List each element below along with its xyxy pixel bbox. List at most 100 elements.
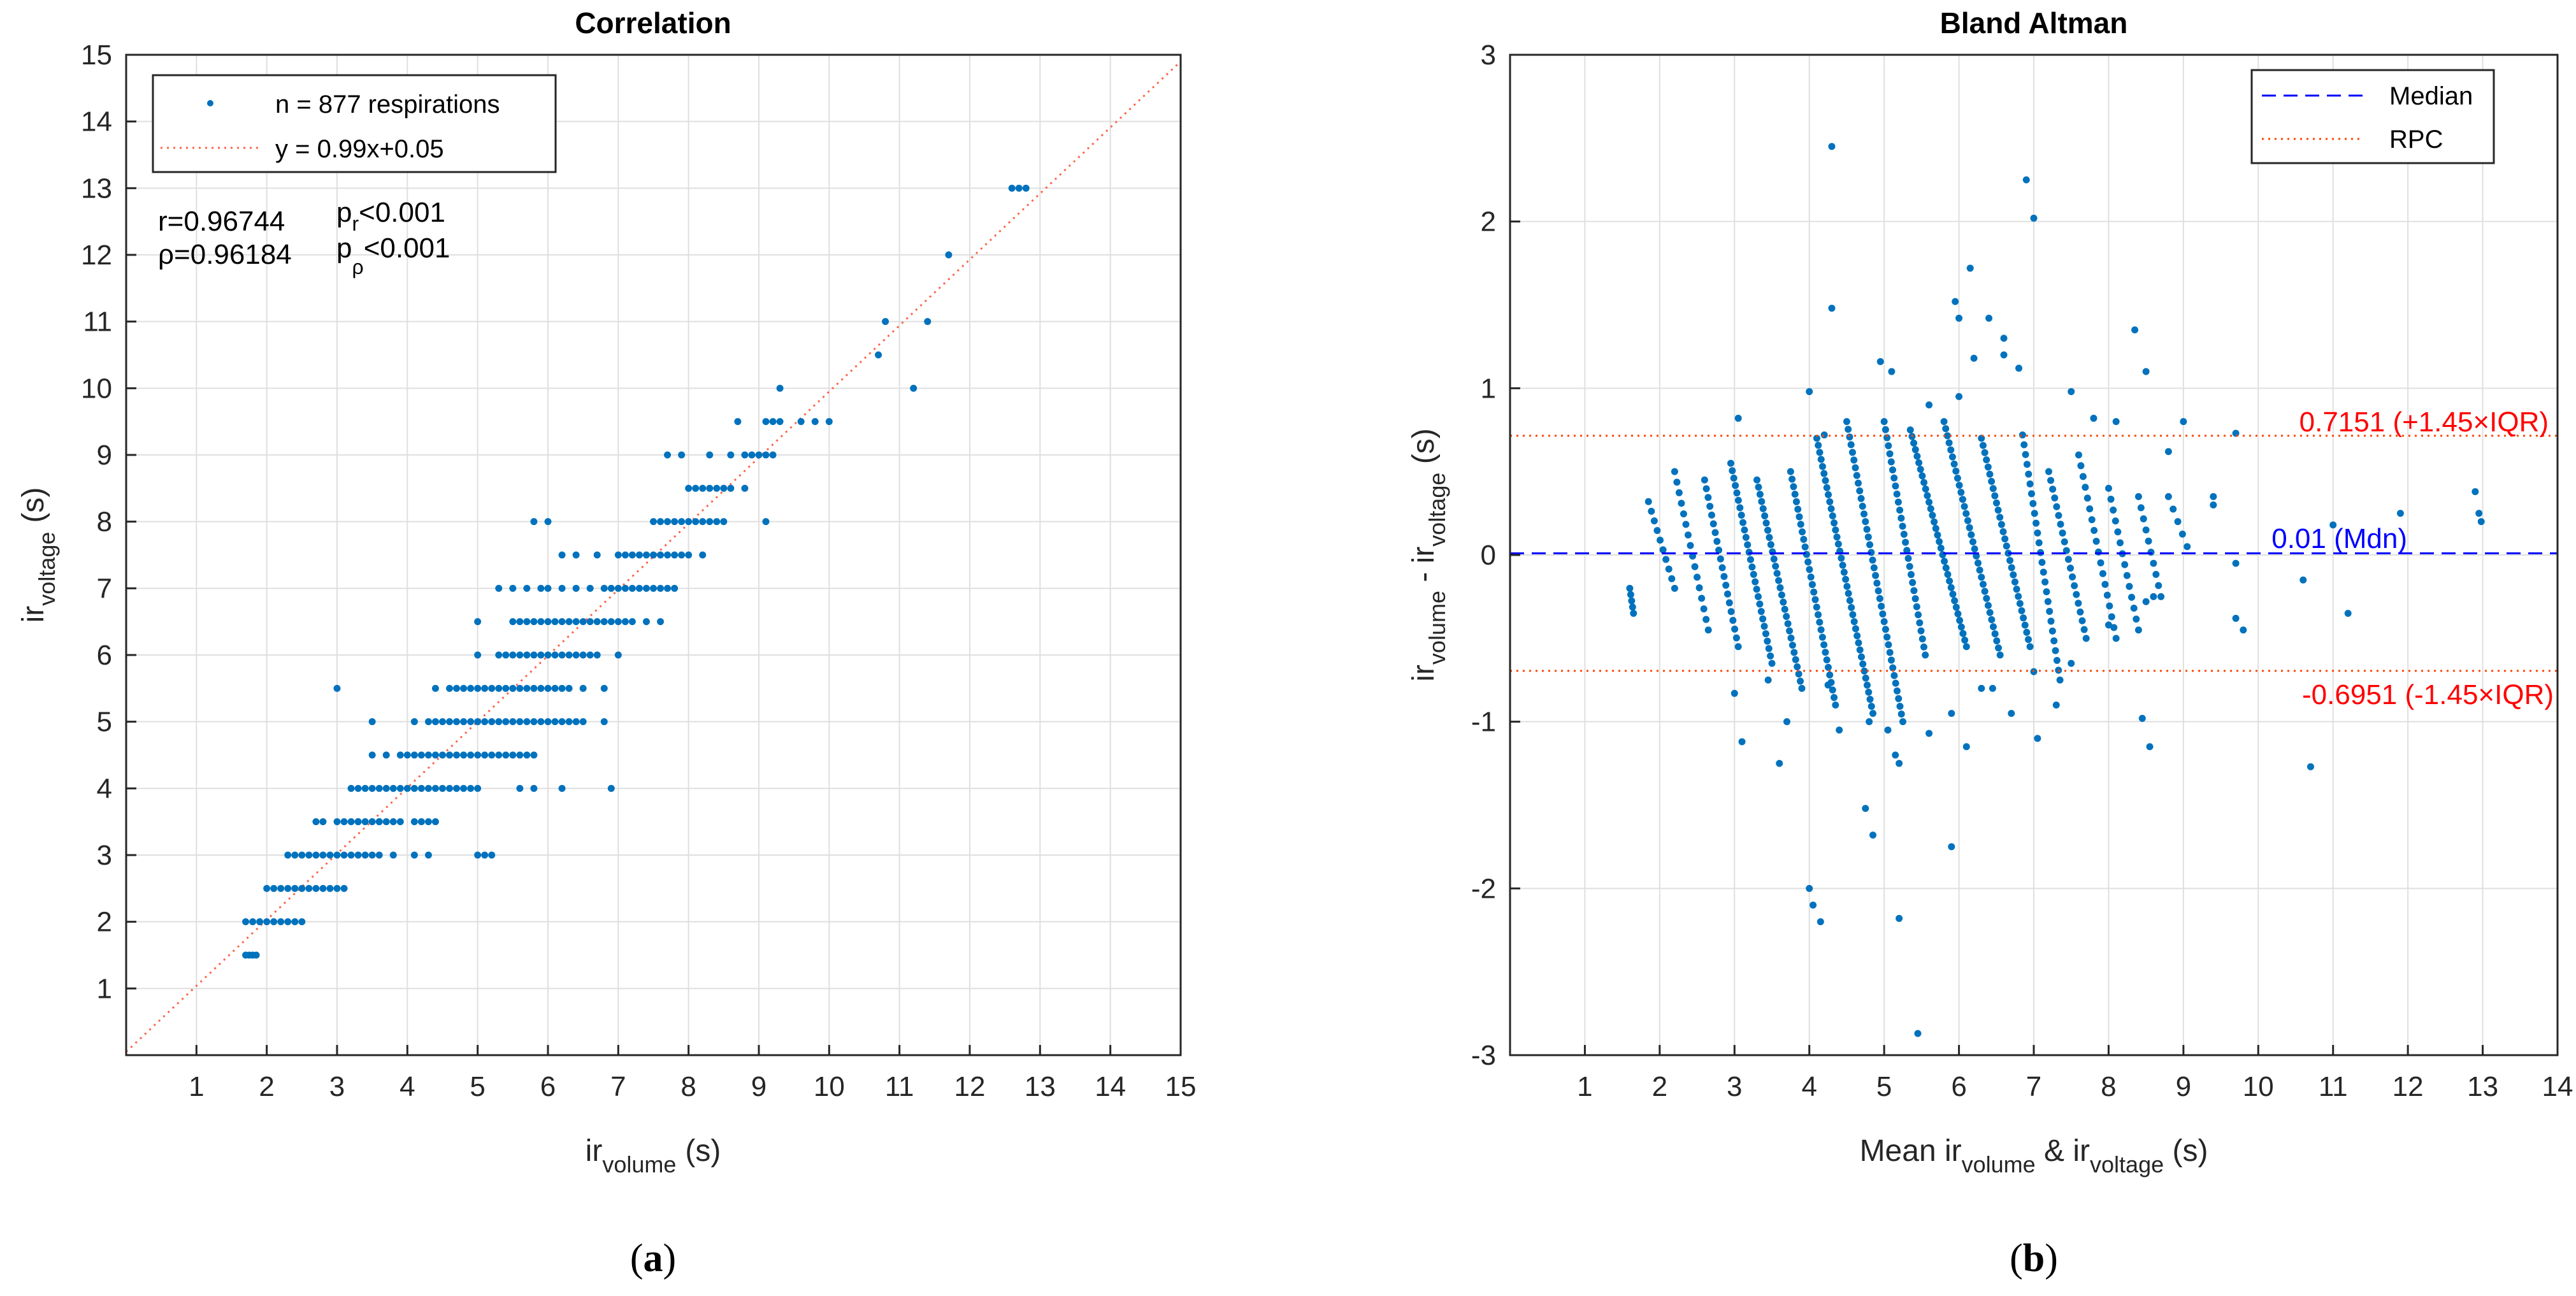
panel-a-point [382, 818, 390, 826]
panel-b-point [1883, 434, 1891, 442]
panel-b-point [2133, 616, 2140, 623]
panel-b-point [1959, 630, 1967, 637]
panel-a-point [333, 684, 341, 692]
panel-b-xtick-label: 1 [1577, 1071, 1592, 1102]
panel-a-point [650, 551, 657, 559]
panel-b-ylabel-base1: ir [1407, 665, 1441, 682]
panel-b-point [1787, 468, 1794, 475]
panel-b-point [1648, 507, 1655, 515]
panel-a-point [396, 751, 404, 759]
panel-b-median-label: 0.01 (Mdn) [2271, 523, 2407, 554]
panel-a-ytick-label: 1 [97, 973, 112, 1004]
panel-a-xtick-label: 9 [751, 1071, 766, 1102]
panel-b-point [1770, 555, 1778, 563]
panel-a-xtick-label: 1 [189, 1071, 204, 1102]
panel-b-point [1792, 656, 1799, 663]
panel-b-point [1678, 500, 1685, 507]
panel-b-point [1768, 659, 1776, 667]
panel-b-point [1907, 571, 1915, 579]
panel-a-point [530, 684, 538, 692]
panel-a-point [924, 318, 932, 326]
panel-b-point [2030, 214, 2038, 222]
panel-a-legend: n = 877 respirations y = 0.99x+0.05 [152, 74, 557, 173]
panel-b-point [1790, 649, 1798, 656]
panel-b-point [1888, 368, 1896, 375]
panel-b-point [1741, 526, 1748, 534]
panel-b-point [1840, 568, 1848, 576]
panel-a-point [664, 584, 672, 592]
panel-a-point [495, 584, 503, 592]
panel-a-point [312, 818, 320, 826]
panel-a-point [488, 718, 496, 726]
panel-b-point [1866, 718, 1873, 726]
panel-b-point [1794, 663, 1801, 670]
panel-a-ytick-label: 12 [81, 240, 112, 271]
panel-b-point [2006, 557, 2014, 565]
panel-a-point [354, 818, 362, 826]
panel-b-xtick-label: 3 [1727, 1071, 1742, 1102]
panel-a-ytick-label: 4 [97, 773, 112, 804]
panel-b-point [2001, 535, 2009, 543]
panel-a-point [502, 718, 510, 726]
panel-b-xlabel-prefix: Mean [1860, 1134, 1945, 1168]
panel-a-point [319, 818, 327, 826]
panel-a-point [671, 518, 679, 526]
panel-a-stat-pr-base: p [336, 197, 352, 228]
panel-a-point [734, 418, 742, 426]
panel-a-xtick-label: 5 [470, 1071, 485, 1102]
panel-b-point [2062, 547, 2070, 554]
panel-a-point [727, 451, 735, 459]
panel-b-point [1738, 738, 1746, 745]
panel-a-point [333, 851, 341, 859]
panel-a-point [607, 584, 615, 592]
panel-b-point [2082, 484, 2089, 491]
panel-a-xtick-label: 14 [1095, 1071, 1126, 1102]
panel-a-point [769, 451, 777, 459]
panel-a-point [523, 651, 531, 659]
panel-a-point [467, 718, 475, 726]
panel-b-point [2105, 484, 2112, 492]
panel-b-point [1627, 591, 1634, 598]
panel-a-point [635, 551, 643, 559]
panel-b-point [1829, 512, 1836, 520]
panel-b-point [1695, 584, 1703, 591]
panel-a-point [488, 684, 496, 692]
panel-a-point [431, 751, 439, 759]
panel-b-point [1939, 551, 1946, 559]
panel-a-point [284, 918, 292, 926]
panel-b-caption-letter: b [2023, 1237, 2045, 1280]
panel-b-reference-lines [1510, 435, 2558, 672]
panel-a-point [720, 518, 728, 526]
panel-b-point [1694, 573, 1701, 581]
panel-b-point [1626, 584, 1634, 592]
panel-b-point [1817, 918, 1824, 926]
panel-a-point [516, 751, 524, 759]
panel-b-point [2076, 608, 2084, 616]
panel-a-point [875, 351, 882, 359]
panel-b-point [1986, 470, 1994, 478]
panel-b-point [1855, 639, 1862, 647]
panel-b-point [1992, 499, 2000, 507]
panel-a-ytick-label: 7 [97, 573, 112, 604]
panel-b-ytick-label: -1 [1471, 707, 1496, 738]
panel-b-point [1775, 577, 1783, 584]
panel-b-point [1966, 264, 1974, 272]
panel-a-point [657, 551, 665, 559]
panel-a-point [544, 518, 552, 526]
panel-b-point [1859, 660, 1867, 668]
panel-b-point [1899, 718, 1906, 726]
panel-b-point [1820, 470, 1828, 477]
panel-a-point [453, 684, 461, 692]
panel-a-point [502, 684, 510, 692]
panel-b-point [1730, 474, 1738, 482]
panel-a-point [530, 718, 538, 726]
panel-a-point [361, 784, 369, 792]
panel-b-point [2082, 635, 2090, 642]
panel-b-point [1684, 531, 1692, 539]
panel-b-point [2071, 582, 2078, 589]
panel-b-point [1902, 538, 1910, 546]
panel-a-stat-pr-value: <0.001 [359, 197, 445, 228]
panel-b-point [1949, 590, 1957, 598]
panel-b-point [1947, 584, 1955, 591]
panel-a-point [333, 884, 341, 892]
